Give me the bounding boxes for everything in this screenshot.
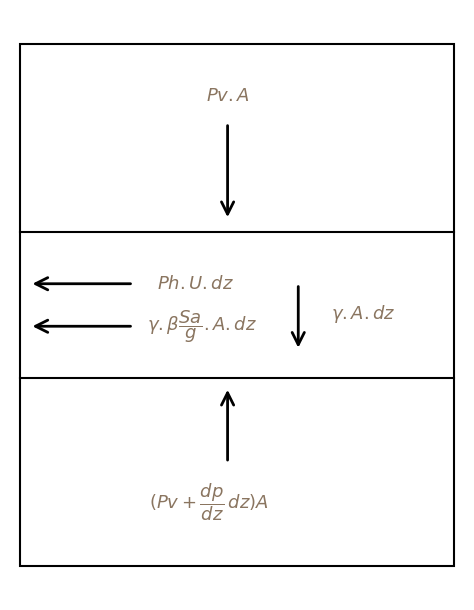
Text: $Pv.A$: $Pv.A$ bbox=[206, 87, 249, 104]
Text: $(Pv+\dfrac{dp}{dz}\,dz)A$: $(Pv+\dfrac{dp}{dz}\,dz)A$ bbox=[149, 481, 269, 523]
Text: $\gamma.A.dz$: $\gamma.A.dz$ bbox=[331, 303, 396, 325]
Text: $Ph.U.dz$: $Ph.U.dz$ bbox=[157, 274, 234, 293]
FancyBboxPatch shape bbox=[20, 44, 454, 566]
Text: $\gamma.\beta \dfrac{Sa}{g}.A.dz$: $\gamma.\beta \dfrac{Sa}{g}.A.dz$ bbox=[147, 308, 257, 345]
